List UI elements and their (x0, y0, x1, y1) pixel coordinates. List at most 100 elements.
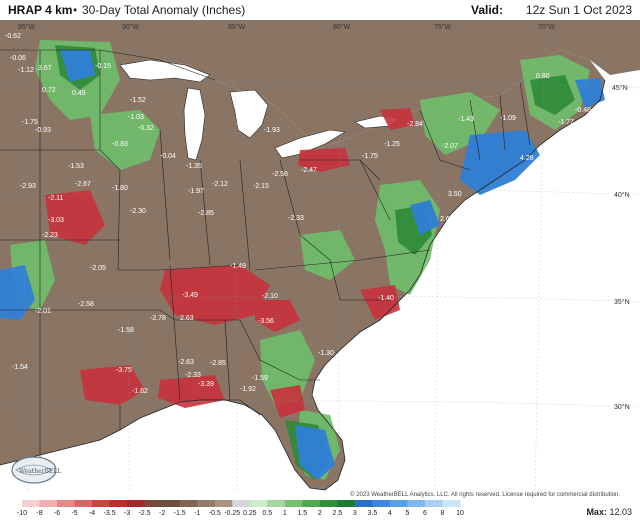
anomaly-value-label: -1.97 (188, 188, 204, 195)
anomaly-value-label: -3.75 (116, 367, 132, 374)
colorbar-tick-label: -2.5 (139, 510, 151, 517)
colorbar-tick-label: -3 (124, 510, 130, 517)
anomaly-value-label: -0.15 (95, 63, 111, 70)
anomaly-value-label: -2.84 (407, 121, 423, 128)
anomaly-value-label: -2.33 (185, 372, 201, 379)
copyright-text: © 2023 WeatherBELL Analytics, LLC. All r… (350, 492, 620, 498)
colorbar-swatch (372, 500, 391, 507)
lat-label-40n: 40°N (614, 191, 630, 199)
anomaly-value-label: -2.33 (288, 215, 304, 222)
colorbar-swatch (319, 500, 338, 507)
anomaly-value-label: -1.93 (264, 127, 280, 134)
valid-label: Valid: (470, 3, 503, 17)
map-header: HRAP 4 km • 30-Day Total Anomaly (Inches… (0, 0, 640, 20)
anomaly-value-label: -2.05 (90, 265, 106, 272)
anomaly-value-label: -1.80 (112, 185, 128, 192)
anomaly-value-label: -0.50 (462, 210, 478, 217)
anomaly-value-label: -1.75 (362, 153, 378, 160)
anomaly-value-label: -2.63 (178, 359, 194, 366)
anomaly-value-label: -1.25 (384, 141, 400, 148)
colorbar-swatch (92, 500, 111, 507)
colorbar-swatch (389, 500, 408, 507)
anomaly-value-label: -1.77 (558, 119, 574, 126)
colorbar-tick-label: 4 (388, 510, 392, 517)
colorbar-swatch (442, 500, 461, 507)
anomaly-value-label: 2.63 (180, 315, 194, 322)
anomaly-value-label: -1.75 (22, 119, 38, 126)
state-boundaries (0, 49, 531, 465)
anomaly-value-label: -2.11 (48, 195, 64, 202)
anomaly-value-label: -1.43 (458, 116, 474, 123)
colorbar-swatch (337, 500, 356, 507)
colorbar-swatch (424, 500, 443, 507)
logo-globe-icon (11, 456, 57, 484)
anomaly-value-label: -1.40 (378, 295, 394, 302)
colorbar-tick-label: 1 (283, 510, 287, 517)
coastline (0, 79, 606, 491)
lat-label-35n: 35°N (614, 298, 630, 306)
anomaly-value-label: -1.92 (240, 386, 256, 393)
anomaly-value-label: 0.49 (72, 90, 86, 97)
lake-superior (119, 59, 211, 83)
anomaly-value-label: -0.04 (160, 153, 176, 160)
anomaly-value-label: -0.83 (112, 141, 128, 148)
colorbar-swatch (267, 500, 286, 507)
colorbar-swatch (39, 500, 58, 507)
anomaly-value-label: -2.12 (212, 181, 228, 188)
max-value: 12.03 (609, 507, 632, 517)
colorbar-swatch (22, 500, 41, 507)
max-label-text: Max: (586, 507, 607, 517)
colorbar-tick-label: 5 (405, 510, 409, 517)
colorbar-tick-label: -3.5 (104, 510, 116, 517)
anomaly-value-label: -1.35 (186, 163, 202, 170)
anomaly-value-label: 2.62 (440, 216, 454, 223)
colorbar-tick-label: 3 (353, 510, 357, 517)
colorbar-swatch (144, 500, 163, 507)
colorbar-swatch (249, 500, 268, 507)
anomaly-value-label: -2.07 (442, 143, 458, 150)
anomaly-value-label: -0.62 (5, 33, 21, 40)
dry-strong-regions (45, 108, 415, 418)
anomaly-value-label: -1.49 (230, 263, 246, 270)
canada-landmass (0, 20, 640, 148)
anomaly-value-label: -1.52 (130, 97, 146, 104)
graticule (0, 19, 640, 493)
colorbar-swatch (127, 500, 146, 507)
anomaly-value-label: -1.09 (500, 115, 516, 122)
anomaly-value-label: -1.54 (12, 364, 28, 371)
colorbar-swatch (109, 500, 128, 507)
colorbar-tick-label: -1 (194, 510, 200, 517)
anomaly-value-label: -0.48 (575, 107, 591, 114)
colorbar-swatch (354, 500, 373, 507)
anomaly-value-label: -1.58 (118, 327, 134, 334)
anomaly-value-label: 3.50 (448, 191, 462, 198)
anomaly-value-label: -2.15 (253, 183, 269, 190)
colorbar-tick-label: 8 (441, 510, 445, 517)
colorbar-tick-label: -2 (159, 510, 165, 517)
title-separator: • (73, 3, 78, 17)
anomaly-value-label: -1.59 (252, 375, 268, 382)
colorbar-tick-label: -8 (36, 510, 42, 517)
colorbar-tick-label: -6 (54, 510, 60, 517)
colorbar-tick-label: -5 (71, 510, 77, 517)
anomaly-value-label: -2.85 (198, 210, 214, 217)
colorbar-tick-label: 2.5 (332, 510, 342, 517)
value-labels: -0.62-1.12-0.063.670.72 0.49-0.93-1.75-0.… (5, 33, 591, 395)
wet-strong-regions (0, 50, 605, 480)
colorbar-swatch (74, 500, 93, 507)
colorbar-tick-label: -0.5 (209, 510, 221, 517)
colorbar-tick-label: -4 (89, 510, 95, 517)
colorbar-swatch (214, 500, 233, 507)
anomaly-map: 95°W 90°W 85°W 80°W 75°W 70°W 45°N 40°N … (0, 19, 640, 493)
anomaly-value-label: -0.93 (35, 127, 51, 134)
colorbar-swatch (232, 500, 251, 507)
anomaly-value-label: 3.67 (38, 65, 52, 72)
colorbar-swatch (302, 500, 321, 507)
colorbar-tick-label: 0.25 (243, 510, 257, 517)
anomaly-value-label: 0.72 (42, 87, 56, 94)
weatherbell-logo: WeatherBELL (6, 454, 70, 488)
anomaly-value-label: -2.58 (272, 171, 288, 178)
anomaly-value-label: -2.93 (20, 183, 36, 190)
colorbar-swatch (179, 500, 198, 507)
anomaly-value-label: -2.47 (301, 167, 317, 174)
